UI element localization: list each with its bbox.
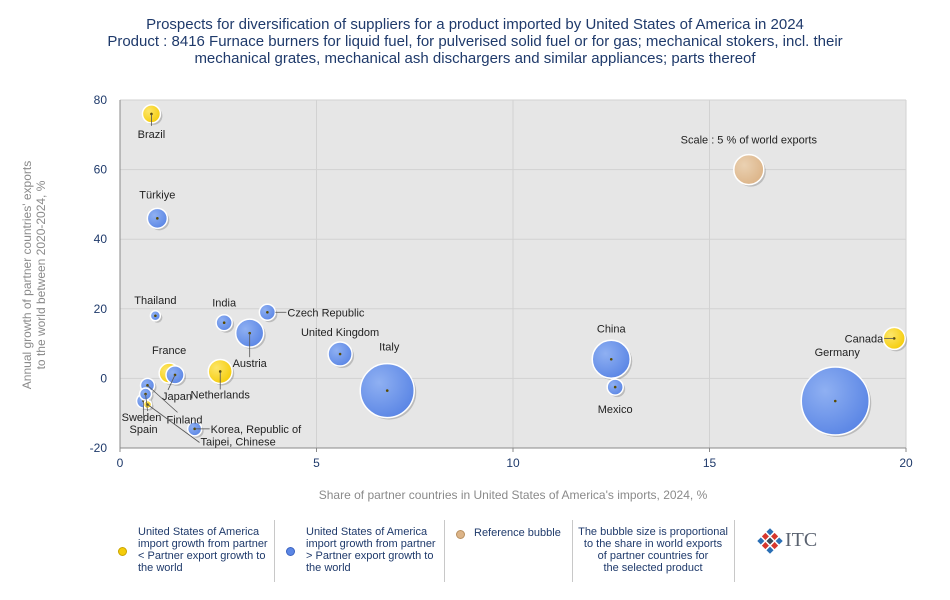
bubble-center (222, 321, 226, 325)
bubble-label: United Kingdom (301, 327, 379, 339)
yellow-bubble-icon (118, 547, 127, 556)
bubble-label: China (597, 323, 627, 335)
bubble-label: Germany (815, 347, 861, 359)
x-tick-label: 0 (117, 456, 124, 470)
legend-divider (734, 520, 735, 582)
bubble-label: Taipei, Chinese (201, 437, 276, 449)
bubble-center (154, 314, 157, 318)
chart-title-line3: mechanical grates, mechanical ash discha… (194, 50, 756, 67)
bubble-label: Mexico (598, 404, 633, 416)
legend-reference-text: Reference bubble (474, 527, 561, 539)
legend-blue-text: United States of America import growth f… (306, 526, 436, 574)
bubble-label: Czech Republic (287, 307, 365, 319)
y-axis-label-line2: to the world between 2020-2024, % (34, 180, 48, 370)
bubble-label: Italy (379, 342, 400, 354)
bubble-label: Netherlands (191, 389, 251, 401)
bubble-label: France (152, 345, 186, 357)
bubble-center (385, 389, 389, 392)
chart-title-line1: Prospects for diversification of supplie… (146, 16, 804, 33)
x-tick-label: 5 (313, 456, 320, 470)
bubble-center (156, 217, 159, 220)
itc-logo: ITC (757, 528, 827, 554)
reference-label: Scale : 5 % of world exports (681, 135, 818, 147)
y-tick-label: 20 (94, 302, 108, 316)
bubble-center (833, 399, 837, 403)
legend-note: The bubble size is proportional to the s… (578, 526, 728, 574)
leader-line (167, 374, 176, 391)
legend-divider (274, 520, 275, 582)
bubble-label: Türkiye (139, 189, 175, 201)
legend-item-reference: Reference bubble (448, 520, 570, 582)
bubble-label: Japan (162, 391, 192, 403)
y-tick-label: 60 (94, 163, 108, 177)
y-tick-label: 40 (94, 232, 108, 246)
chart-titles: Prospects for diversification of supplie… (0, 16, 950, 67)
bubble-center (613, 385, 617, 389)
legend-item-blue: United States of America import growth f… (278, 520, 438, 582)
bubble-label: Brazil (138, 129, 166, 141)
legend-item-yellow: United States of America import growth f… (110, 520, 270, 582)
bubble-center (338, 352, 342, 356)
bubble-center (266, 310, 269, 314)
bubble-label: India (212, 298, 237, 310)
y-tick-label: 0 (100, 371, 107, 385)
bubble-label: Finland (166, 414, 202, 426)
bubble-center (609, 357, 613, 361)
bubble-label: Canada (845, 333, 884, 345)
leader-line (147, 404, 200, 443)
bubble-label: Spain (130, 424, 158, 436)
bubble-label: Sweden (122, 412, 162, 424)
bubble-label: Austria (233, 358, 268, 370)
leader-line (145, 394, 148, 412)
itc-logo-text: ITC (785, 529, 818, 551)
x-tick-label: 20 (899, 456, 913, 470)
y-tick-label: -20 (90, 441, 108, 455)
bubble-label: Thailand (134, 295, 176, 307)
leader-line (147, 385, 178, 413)
reference-bubble-icon (456, 530, 465, 539)
x-axis-label: Share of partner countries in United Sta… (318, 488, 708, 502)
itc-logo-icon (757, 528, 783, 554)
bubble-label: Korea, Republic of (211, 424, 302, 436)
chart-title-line2: Product : 8416 Furnace burners for liqui… (107, 33, 843, 50)
reference-bubble (733, 153, 765, 186)
legend-divider (444, 520, 445, 582)
blue-bubble-icon (286, 547, 295, 556)
y-axis-label-line1: Annual growth of partner countries' expo… (20, 160, 34, 390)
x-tick-label: 15 (703, 456, 717, 470)
legend: United States of America import growth f… (110, 520, 840, 582)
x-tick-label: 10 (506, 456, 520, 470)
legend-divider (572, 520, 573, 582)
legend-yellow-text: United States of America import growth f… (138, 526, 268, 574)
y-tick-label: 80 (94, 93, 108, 107)
